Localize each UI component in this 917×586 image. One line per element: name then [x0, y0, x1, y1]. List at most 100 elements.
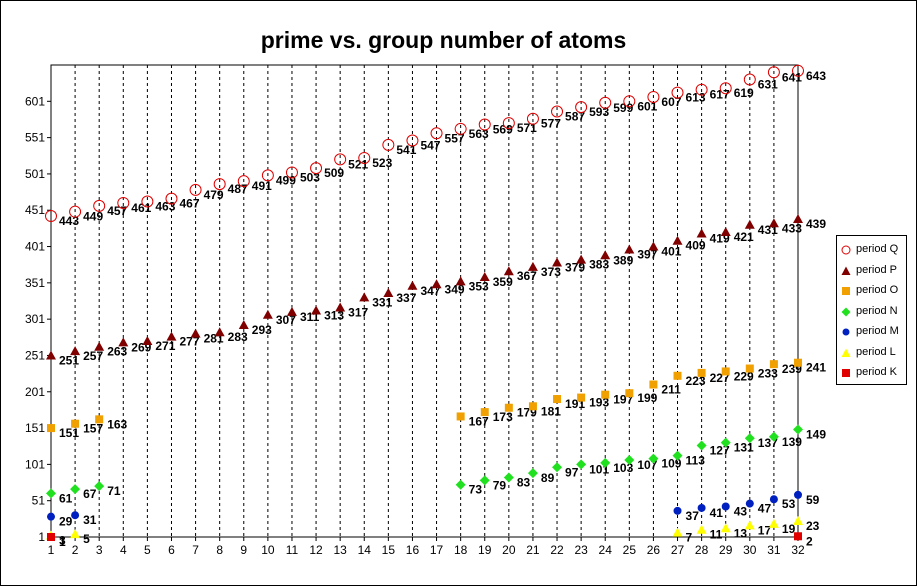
x-tick-label: 20 [502, 543, 516, 557]
x-tick-label: 25 [623, 543, 637, 557]
data-point [601, 390, 610, 399]
data-point [696, 440, 707, 451]
x-tick-label: 16 [406, 543, 420, 557]
data-label: 613 [686, 91, 706, 105]
x-tick-label: 2 [72, 543, 79, 557]
data-point [576, 254, 587, 264]
data-point [70, 529, 81, 539]
data-point [47, 533, 55, 541]
data-point [792, 64, 804, 77]
data-label: 467 [179, 197, 199, 211]
data-label: 241 [806, 361, 826, 375]
data-point [794, 532, 802, 541]
data-point [213, 178, 226, 191]
data-point [504, 403, 513, 412]
y-tick-label: 551 [25, 131, 45, 145]
data-label: 397 [637, 247, 657, 261]
data-point [118, 337, 129, 347]
y-tick-label: 401 [25, 240, 45, 254]
data-point [719, 82, 732, 95]
data-point [71, 419, 80, 428]
data-point [720, 523, 731, 533]
data-label: 233 [758, 367, 778, 381]
data-point [695, 83, 708, 96]
data-point [794, 358, 802, 367]
data-label: 293 [252, 323, 272, 337]
data-label: 79 [493, 478, 507, 492]
data-point [238, 319, 249, 329]
data-point [600, 457, 611, 468]
x-tick-label: 14 [358, 543, 372, 557]
data-point [503, 472, 514, 483]
data-label: 367 [517, 269, 537, 283]
x-tick-label: 30 [743, 543, 757, 557]
data-label: 167 [469, 414, 489, 428]
data-label: 5 [83, 532, 90, 546]
data-label: 353 [469, 279, 489, 293]
x-tick-label: 10 [261, 543, 275, 557]
data-point [142, 335, 153, 345]
data-point [768, 518, 779, 528]
data-point [94, 481, 105, 492]
data-label: 113 [686, 454, 706, 468]
data-label: 569 [493, 123, 513, 137]
legend-item: period K [837, 363, 906, 383]
data-label: 1 [59, 535, 66, 549]
data-point [673, 371, 682, 380]
data-point [479, 272, 490, 282]
data-point [359, 292, 370, 302]
data-label: 337 [396, 291, 416, 305]
x-tick-label: 23 [574, 543, 588, 557]
data-point [673, 506, 682, 515]
data-point [311, 305, 322, 315]
data-label: 499 [276, 173, 296, 187]
data-point [624, 244, 635, 254]
data-point [671, 86, 684, 99]
data-point [599, 96, 612, 109]
data-label: 491 [252, 179, 272, 193]
data-label: 617 [710, 88, 730, 102]
data-label: 3 [59, 534, 66, 548]
data-label: 2 [806, 534, 813, 548]
x-tick-label: 9 [240, 543, 247, 557]
legend-marker [841, 245, 851, 255]
data-point [575, 101, 588, 114]
data-point [69, 205, 82, 218]
data-label: 571 [517, 121, 537, 135]
x-tick-label: 11 [286, 543, 299, 557]
legend-item: period M [837, 322, 906, 342]
legend-item: period O [837, 281, 906, 301]
data-label: 211 [661, 383, 681, 397]
y-tick-label: 51 [32, 494, 46, 508]
data-label: 421 [734, 230, 754, 244]
y-tick-label: 101 [25, 457, 45, 471]
data-point [528, 402, 537, 411]
data-label: 599 [613, 101, 633, 115]
data-label: 457 [107, 204, 127, 218]
data-label: 521 [348, 157, 368, 171]
x-tick-label: 31 [767, 543, 781, 557]
data-label: 59 [806, 493, 820, 507]
data-point [672, 527, 683, 537]
data-label: 89 [541, 471, 555, 485]
data-label: 541 [396, 143, 416, 157]
y-tick-label: 251 [25, 348, 45, 362]
data-label: 17 [758, 523, 772, 537]
legend-item: period P [837, 261, 906, 281]
data-point [744, 520, 755, 530]
legend-label: period O [856, 284, 899, 296]
data-point [745, 499, 754, 508]
data-label: 61 [59, 491, 73, 505]
legend-item: period Q [837, 240, 906, 260]
data-point [47, 512, 55, 521]
data-point [649, 380, 658, 389]
data-label: 509 [324, 166, 344, 180]
data-point [95, 415, 104, 424]
y-tick-label: 601 [25, 94, 45, 108]
x-tick-label: 29 [719, 543, 733, 557]
data-point [285, 166, 298, 179]
y-tick-label: 1 [38, 530, 45, 544]
data-point [793, 424, 803, 435]
legend-label: period N [856, 304, 898, 317]
